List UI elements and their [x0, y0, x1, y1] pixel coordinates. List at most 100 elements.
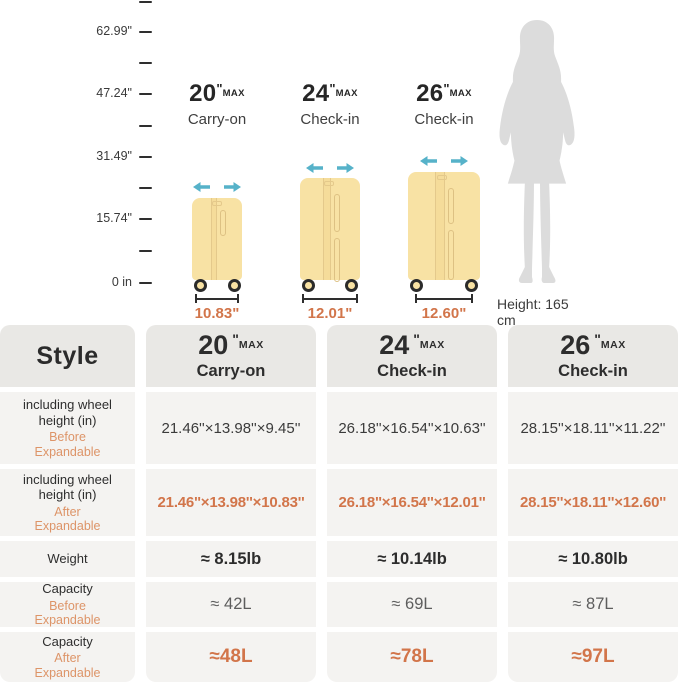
value-cell: ≈ 10.80lb [508, 541, 678, 577]
handle-notch [212, 201, 222, 206]
suitcase-band [211, 198, 217, 280]
table-column-24: 24 "MAX Check-in 26.18''×16.54''×10.63'' … [327, 325, 497, 682]
max-label: MAX [419, 338, 445, 351]
handle-notch [436, 175, 447, 180]
type-label: Check-in [414, 111, 474, 128]
value-cell: 28.15''×18.11''×12.60'' [508, 469, 678, 536]
inch-mark: " [443, 81, 450, 96]
value-cell: ≈ 42L [146, 582, 316, 627]
ruler-tick [139, 1, 152, 3]
arrow-left-icon [420, 156, 437, 166]
column-type: Check-in [377, 361, 447, 380]
column-type: Check-in [558, 361, 628, 380]
zip-slot [333, 238, 340, 282]
suitcase-24 [300, 178, 360, 292]
ruler-label: 47.24" [96, 86, 132, 100]
ruler-tick [139, 187, 152, 189]
value-cell: ≈78L [327, 632, 497, 682]
sub-line: Expandable [34, 444, 101, 459]
sub-line: After [54, 504, 81, 519]
row-sub-label: After Expandable [34, 505, 100, 534]
dim-end-tick [471, 294, 473, 303]
ruler-tick [139, 31, 152, 33]
ruler-label: 0 in [111, 275, 132, 289]
column-header-20: 20 "MAX Carry-on [146, 325, 316, 387]
row-label: Weight [47, 551, 87, 567]
column-header-26: 26 "MAX Check-in [508, 325, 678, 387]
suitcase-20 [192, 198, 242, 292]
ruler-label: 62.99" [96, 24, 132, 38]
max-label: MAX [600, 338, 626, 351]
label-line: Weight [47, 551, 88, 567]
value-cell: ≈ 8.15lb [146, 541, 316, 577]
arrow-right-icon [224, 182, 241, 192]
product-26: 26"MAX Check-in 12.60" [389, 0, 499, 325]
max-label: MAX [238, 338, 264, 351]
ruler-tick [139, 250, 152, 252]
table-column-style: Style including wheel height (in) Before… [0, 325, 135, 682]
column-size: 20 "MAX [198, 330, 264, 359]
max-label: MAX [335, 88, 358, 99]
product-26-header: 26"MAX Check-in [389, 80, 499, 128]
sub-line: Expandable [34, 519, 101, 534]
inch-mark: " [329, 81, 336, 96]
column-size: 24 "MAX [379, 329, 445, 360]
dim-bar [415, 297, 473, 300]
suitcase-26 [408, 172, 480, 292]
sub-line: Before [49, 430, 86, 445]
row-sub-label: Before Expandable [34, 430, 100, 459]
row-label-cell: Capacity After Expandable [0, 632, 135, 682]
label-line: including wheel [23, 397, 112, 413]
ruler-tick [139, 93, 152, 95]
arrow-right-icon [451, 156, 468, 166]
person-reference: Height: 165 cm [495, 20, 591, 328]
inch-mark: " [216, 81, 223, 96]
value-cell: 21.46''×13.98''×9.45'' [146, 392, 316, 464]
row-label: Capacity [42, 581, 93, 597]
zip-slot [220, 210, 226, 236]
row-label: including wheel height (in) [23, 397, 112, 428]
sub-line: Before [49, 598, 86, 613]
dim-end-tick [356, 294, 358, 303]
value-cell: 26.18''×16.54''×10.63'' [327, 392, 497, 464]
width-label: 12.60" [421, 305, 467, 322]
label-line: Capacity [42, 633, 93, 649]
row-label-cell: including wheel height (in) Before Expan… [0, 392, 135, 464]
suitcase-band [435, 172, 446, 280]
comparison-table: Style including wheel height (in) Before… [0, 325, 679, 682]
value-cell: ≈ 87L [508, 582, 678, 627]
ruler-label: 15.74" [96, 211, 132, 225]
label-line: height (in) [38, 412, 97, 428]
row-sub-label: After Expandable [34, 651, 100, 680]
product-24-header: 24"MAX Check-in [275, 80, 385, 128]
wheel-icon [410, 279, 424, 292]
product-24: 24"MAX Check-in 12.01" [275, 0, 385, 325]
suitcase-band [322, 178, 332, 280]
column-header-24: 24 "MAX Check-in [327, 325, 497, 387]
inch-mark: " [232, 330, 239, 347]
arrow-left-icon [306, 163, 323, 173]
table-column-26: 26 "MAX Check-in 28.15''×18.11''×11.22'' … [508, 325, 678, 682]
value-cell: ≈48L [146, 632, 316, 682]
wheel-icon [464, 279, 478, 292]
ruler-tick [139, 156, 152, 158]
row-label-cell: Capacity Before Expandable [0, 581, 135, 627]
expand-arrows [389, 156, 499, 166]
arrow-right-icon [337, 163, 354, 173]
column-size: 26 "MAX [560, 331, 626, 359]
wheel-icon [345, 279, 359, 292]
product-20: 20"MAX Carry-on 10.83" [162, 0, 272, 325]
ruler-tick [139, 62, 152, 64]
row-label-cell: including wheel height (in) After Expand… [0, 469, 135, 536]
size-label: 26 [416, 80, 444, 107]
max-label: MAX [222, 88, 245, 99]
ruler-tick [139, 282, 152, 284]
handle-notch [324, 181, 334, 186]
size-label: 20 [189, 80, 217, 107]
sub-line: After [54, 651, 81, 666]
row-label: Capacity [42, 634, 93, 650]
wheel-icon [193, 279, 207, 292]
wheel-icon [227, 279, 241, 292]
size-number: 24 [379, 329, 410, 360]
